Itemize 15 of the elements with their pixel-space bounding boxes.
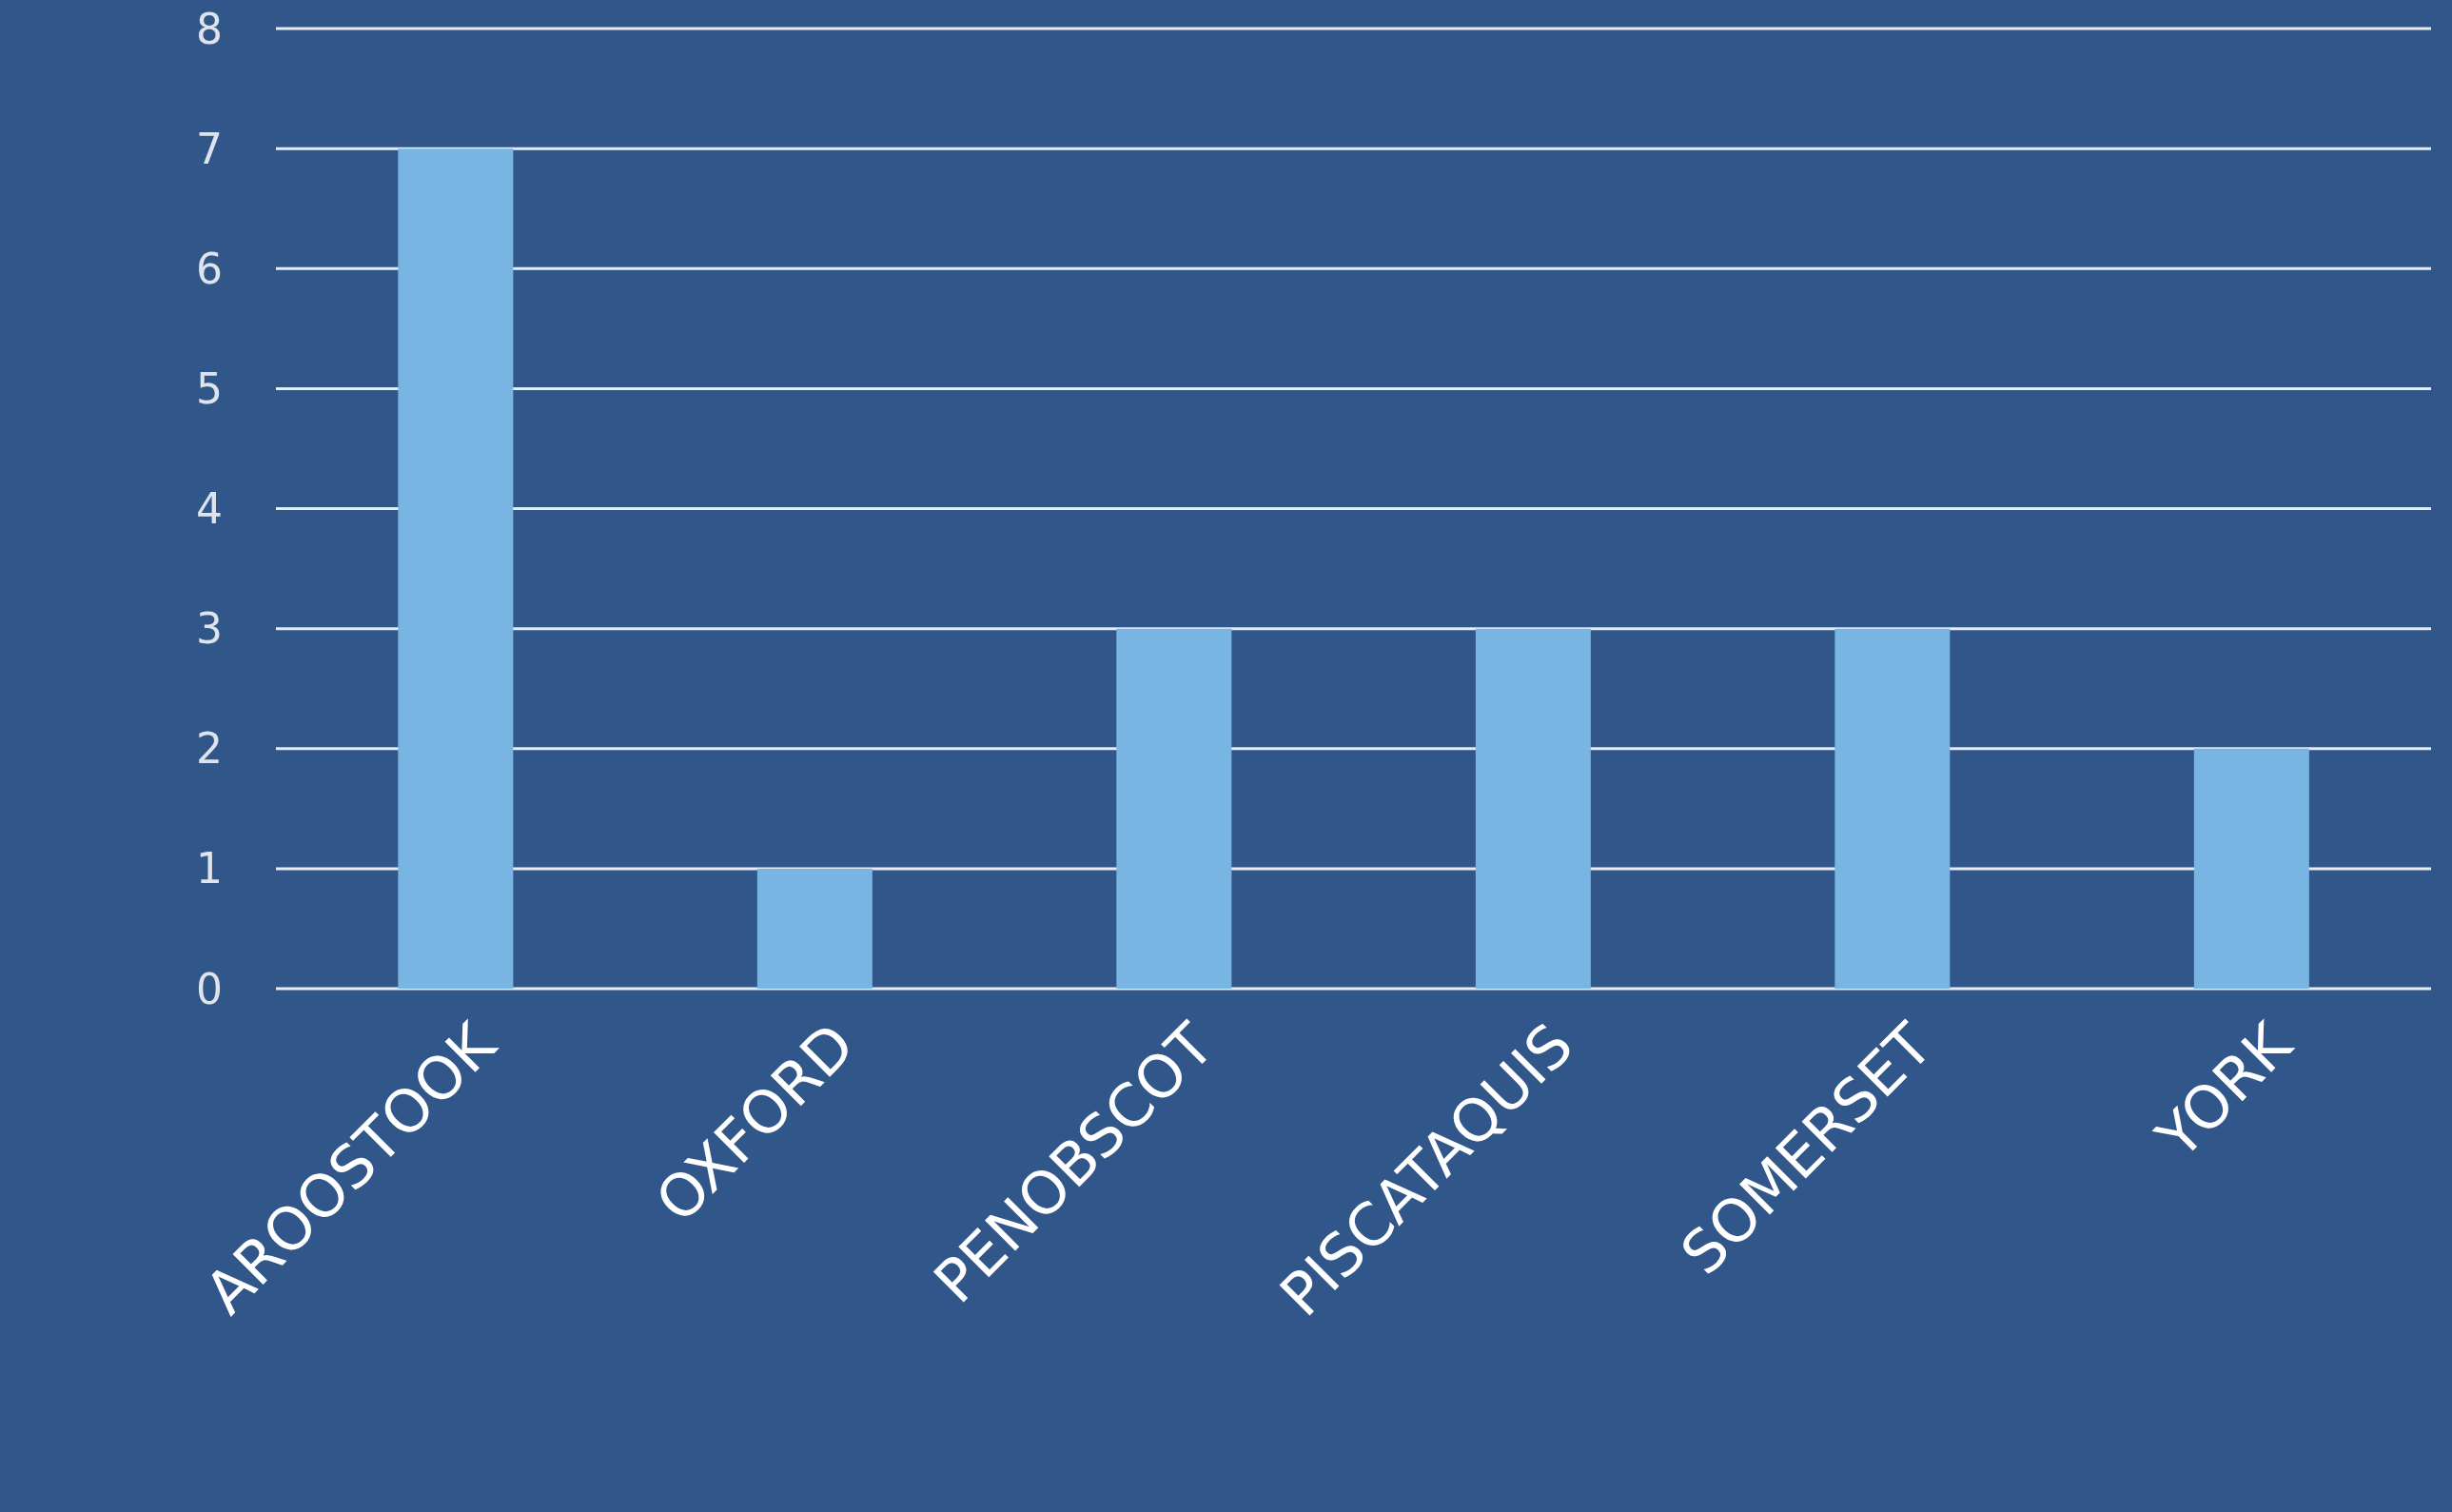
y-tick-label: 3 — [196, 604, 223, 654]
y-tick-label: 1 — [196, 844, 223, 893]
bar — [1834, 628, 1951, 989]
bar — [398, 148, 514, 989]
y-tick-label: 2 — [196, 724, 223, 774]
bar — [1116, 628, 1232, 989]
y-tick-label: 8 — [196, 4, 223, 53]
bar — [2193, 748, 2309, 989]
y-tick-label: 6 — [196, 244, 223, 293]
bar — [756, 868, 873, 989]
y-tick-label: 0 — [196, 964, 223, 1013]
bar — [1475, 628, 1591, 989]
y-tick-label: 5 — [196, 363, 223, 413]
y-tick-label: 4 — [196, 484, 223, 534]
y-tick-label: 7 — [196, 124, 223, 173]
